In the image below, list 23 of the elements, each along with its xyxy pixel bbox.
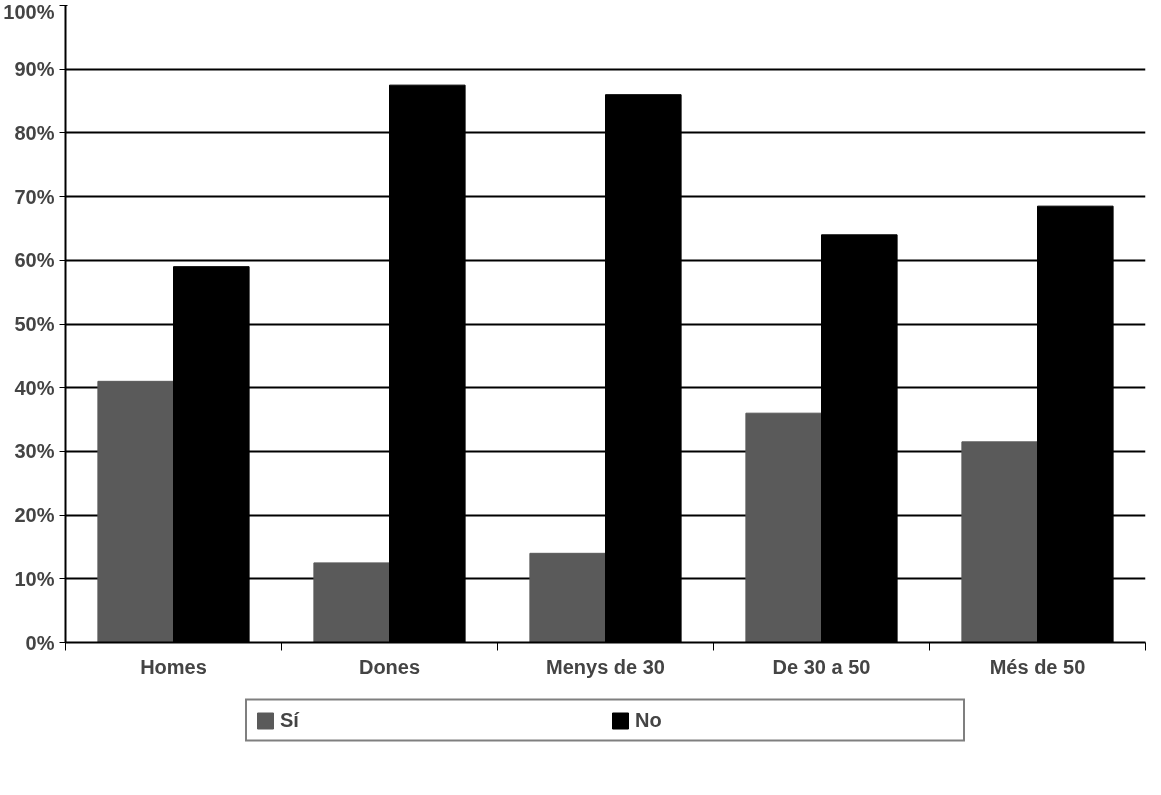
legend-label: Sí (280, 708, 301, 732)
y-tick-label: 100% (3, 0, 55, 23)
y-tick-label: 0% (25, 631, 55, 654)
x-tick-label: Homes (140, 655, 207, 678)
x-tick-label: De 30 a 50 (772, 655, 871, 678)
y-tick-label: 90% (14, 58, 55, 81)
y-tick-label: 10% (14, 567, 55, 590)
bar (529, 552, 606, 643)
y-tick-label: 70% (14, 185, 55, 208)
x-tick-label: Menys de 30 (546, 655, 665, 678)
legend-label: No (635, 708, 663, 732)
y-tick-label: 20% (14, 504, 55, 527)
x-tick-label: Més de 50 (989, 655, 1086, 678)
bar (961, 441, 1038, 643)
bar (97, 380, 174, 643)
bar (313, 562, 390, 643)
y-tick-label: 60% (14, 249, 55, 272)
y-tick-label: 30% (14, 440, 55, 463)
y-tick-label: 40% (14, 376, 55, 399)
y-tick-label: 80% (14, 121, 55, 144)
bar (745, 412, 822, 643)
y-tick-label: 50% (14, 313, 55, 335)
x-tick-label: Dones (358, 655, 421, 678)
